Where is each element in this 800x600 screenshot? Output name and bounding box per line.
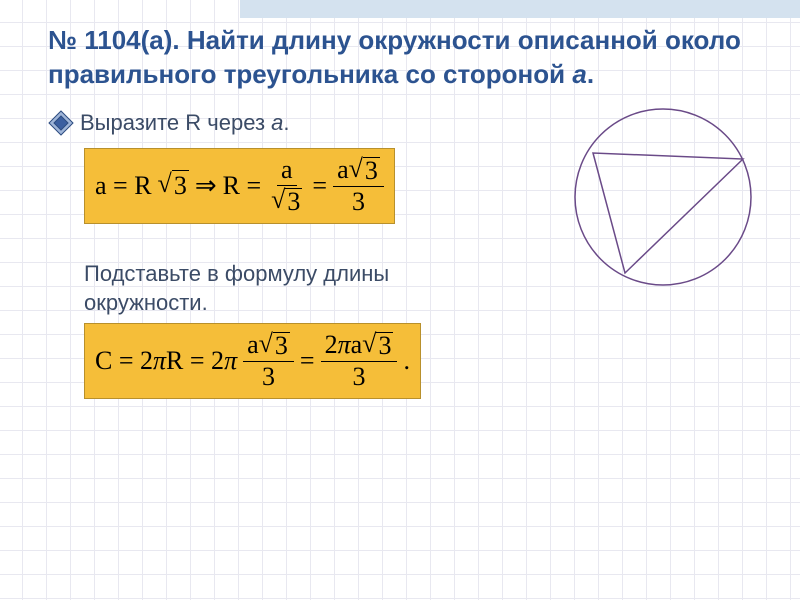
problem-number: № 1104(а). [48,25,180,55]
f1-frac1: a √3 [267,155,306,217]
f1-frac1-den: √3 [267,186,306,217]
step1-text: Выразите R через а. [80,110,290,136]
top-accent-bar [240,0,800,18]
f1-frac2: a√3 3 [333,155,384,217]
circle [575,109,751,285]
f2-period: . [403,346,410,376]
formula1-box: a = R √3 ⇒ R = a √3 = a√3 3 [84,148,395,224]
diamond-icon [48,110,74,136]
step1-period: . [283,110,289,135]
f2-frac2: 2πa√3 3 [321,330,398,392]
f1-mid: R = [223,171,262,201]
step1-var: а [271,110,283,135]
title-period: . [587,59,594,89]
step2-line2: окружности. [84,289,760,317]
f2-frac1: a√3 3 [243,330,294,392]
f2-frac1-num: a√3 [243,330,294,362]
f2-frac2-den: 3 [349,362,370,392]
f2-frac2-num: 2πa√3 [321,330,398,362]
f2-eq: = [300,346,315,376]
f2-frac1-den: 3 [258,362,279,392]
f1-frac1-num: a [277,155,297,186]
inscribed-triangle [593,153,743,273]
step1-part1: Выразите R через [80,110,271,135]
f1-arrow: ⇒ [195,171,217,201]
formula2-box: C = 2πR = 2π a√3 3 = 2πa√3 3 . [84,323,421,399]
formula2: C = 2πR = 2π a√3 3 = 2πa√3 3 . [95,330,410,392]
f2-lhs: C = 2πR = 2π [95,346,237,376]
formula1: a = R √3 ⇒ R = a √3 = a√3 3 [95,155,384,217]
f1-eq: = [312,171,327,201]
f1-frac2-den: 3 [348,187,369,217]
page-title: № 1104(а). Найти длину окружности описан… [48,24,760,92]
title-var-a: а [572,59,586,89]
f1-lhs: a = R [95,171,152,201]
f1-sqrt1: √3 [158,170,189,201]
f1-frac2-num: a√3 [333,155,384,187]
circumscribed-triangle-diagram [570,104,756,290]
